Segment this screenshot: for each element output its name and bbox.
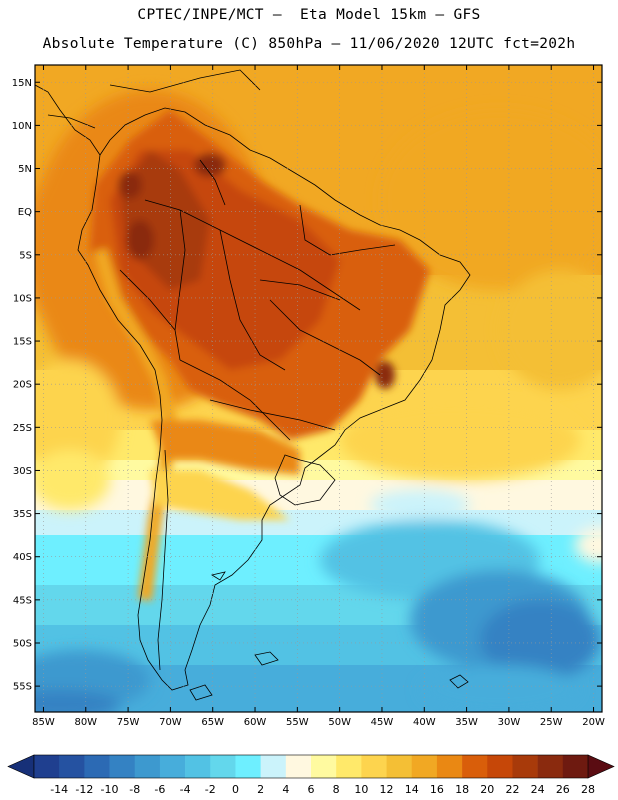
colorbar-swatch xyxy=(210,755,236,778)
colorbar-label: -14 xyxy=(50,783,68,796)
colorbar-label: 26 xyxy=(556,783,570,796)
lon-tick-label: 30W xyxy=(498,717,521,728)
colorbar-swatch xyxy=(462,755,488,778)
lon-tick-label: 55W xyxy=(286,717,309,728)
lat-tick-label: 15N xyxy=(12,78,32,89)
colorbar-swatch xyxy=(285,755,312,778)
colorbar-label: 12 xyxy=(380,783,394,796)
colorbar-label: -12 xyxy=(75,783,93,796)
colorbar-label: -6 xyxy=(154,783,165,796)
colorbar-swatch xyxy=(235,755,261,778)
colorbar-swatch xyxy=(537,755,564,778)
lat-tick-label: 55S xyxy=(13,682,32,693)
colorbar-label: 14 xyxy=(405,783,419,796)
colorbar-swatch xyxy=(512,755,538,778)
lat-tick-label: 25S xyxy=(13,423,32,434)
colorbar-swatch xyxy=(260,755,287,778)
colorbar-label: 20 xyxy=(480,783,494,796)
colorbar-label: 10 xyxy=(354,783,368,796)
colorbar-swatch xyxy=(159,755,186,778)
lon-tick-label: 45W xyxy=(371,717,394,728)
lat-tick-label: 20S xyxy=(13,380,32,391)
chart-title-line1: CPTEC/INPE/MCT – Eta Model 15km – GFS xyxy=(137,7,481,23)
colorbar-label: 0 xyxy=(232,783,239,796)
lon-tick-label: 35W xyxy=(455,717,478,728)
lat-tick-label: 10S xyxy=(13,293,32,304)
coastlines xyxy=(35,69,471,701)
colorbar-label: 2 xyxy=(257,783,264,796)
colorbar-low-arrow xyxy=(7,754,35,779)
colorbar-swatch xyxy=(134,755,161,778)
lon-tick-label: 70W xyxy=(159,717,182,728)
colorbar-swatch xyxy=(562,755,589,778)
latitude-axis: 15N 10N 5N EQ 5S 10S 15S 20S 25S 30S 35S 40S 45S 50S 5… xyxy=(12,78,602,693)
lon-tick-label: 50W xyxy=(328,717,351,728)
colorbar-swatch xyxy=(84,755,110,778)
colorbar-swatch xyxy=(386,755,413,778)
lon-tick-label: 40W xyxy=(413,717,436,728)
map-frame xyxy=(34,64,603,713)
colorbar-swatch xyxy=(411,755,438,778)
lon-tick-label: 75W xyxy=(117,717,140,728)
lat-tick-label: 15S xyxy=(13,337,32,348)
colorbar-swatch xyxy=(311,755,337,778)
lat-tick-label: EQ xyxy=(18,207,32,218)
lat-tick-label: 35S xyxy=(13,509,32,520)
lon-tick-label: 20W xyxy=(582,717,605,728)
colorbar-swatch xyxy=(34,755,60,778)
lat-tick-label: 5N xyxy=(18,164,32,175)
lat-tick-label: 10N xyxy=(12,121,32,132)
colorbar-label: 18 xyxy=(455,783,469,796)
lat-tick-label: 30S xyxy=(13,466,32,477)
lon-tick-label: 65W xyxy=(201,717,224,728)
colorbar-swatch xyxy=(336,755,362,778)
colorbar-label: 22 xyxy=(505,783,519,796)
colorbar-swatch xyxy=(436,755,463,778)
lon-tick-label: 80W xyxy=(74,717,97,728)
gridlines xyxy=(35,65,602,712)
chart-title-line2: Absolute Temperature (C) 850hPa – 11/06/… xyxy=(42,36,576,52)
colorbar: -14 -12 -10 -8 -6 -4 -2 0 2 4 6 8 10 12 14 16 18 20 22 24 26… xyxy=(7,754,615,796)
lon-tick-label: 85W xyxy=(32,717,55,728)
lon-tick-label: 60W xyxy=(244,717,267,728)
temperature-field xyxy=(35,65,602,712)
colorbar-label: -2 xyxy=(205,783,216,796)
lat-tick-label: 5S xyxy=(19,250,32,261)
lat-tick-label: 40S xyxy=(13,552,32,563)
lat-tick-label: 50S xyxy=(13,638,32,649)
colorbar-swatch xyxy=(109,755,136,778)
colorbar-label: 8 xyxy=(333,783,340,796)
colorbar-label: -8 xyxy=(129,783,140,796)
colorbar-label: 24 xyxy=(531,783,545,796)
colorbar-label: 4 xyxy=(282,783,289,796)
lat-tick-label: 45S xyxy=(13,595,32,606)
longitude-axis: 85W 80W 75W 70W 65W 60W 55W 50W 45W 40W 35W 30W 25W 2… xyxy=(32,65,605,728)
colorbar-label: 6 xyxy=(308,783,315,796)
lon-tick-label: 25W xyxy=(540,717,563,728)
south-america-coastline xyxy=(77,107,471,691)
colorbar-swatch xyxy=(185,755,211,778)
colorbar-label: -4 xyxy=(180,783,191,796)
colorbar-swatch xyxy=(487,755,513,778)
colorbar-label: 28 xyxy=(581,783,595,796)
colorbar-high-arrow xyxy=(587,754,615,779)
colorbar-label: 16 xyxy=(430,783,444,796)
colorbar-label: -10 xyxy=(101,783,119,796)
colorbar-border xyxy=(33,754,589,779)
colorbar-swatch xyxy=(361,755,387,778)
colorbar-swatch xyxy=(59,755,85,778)
